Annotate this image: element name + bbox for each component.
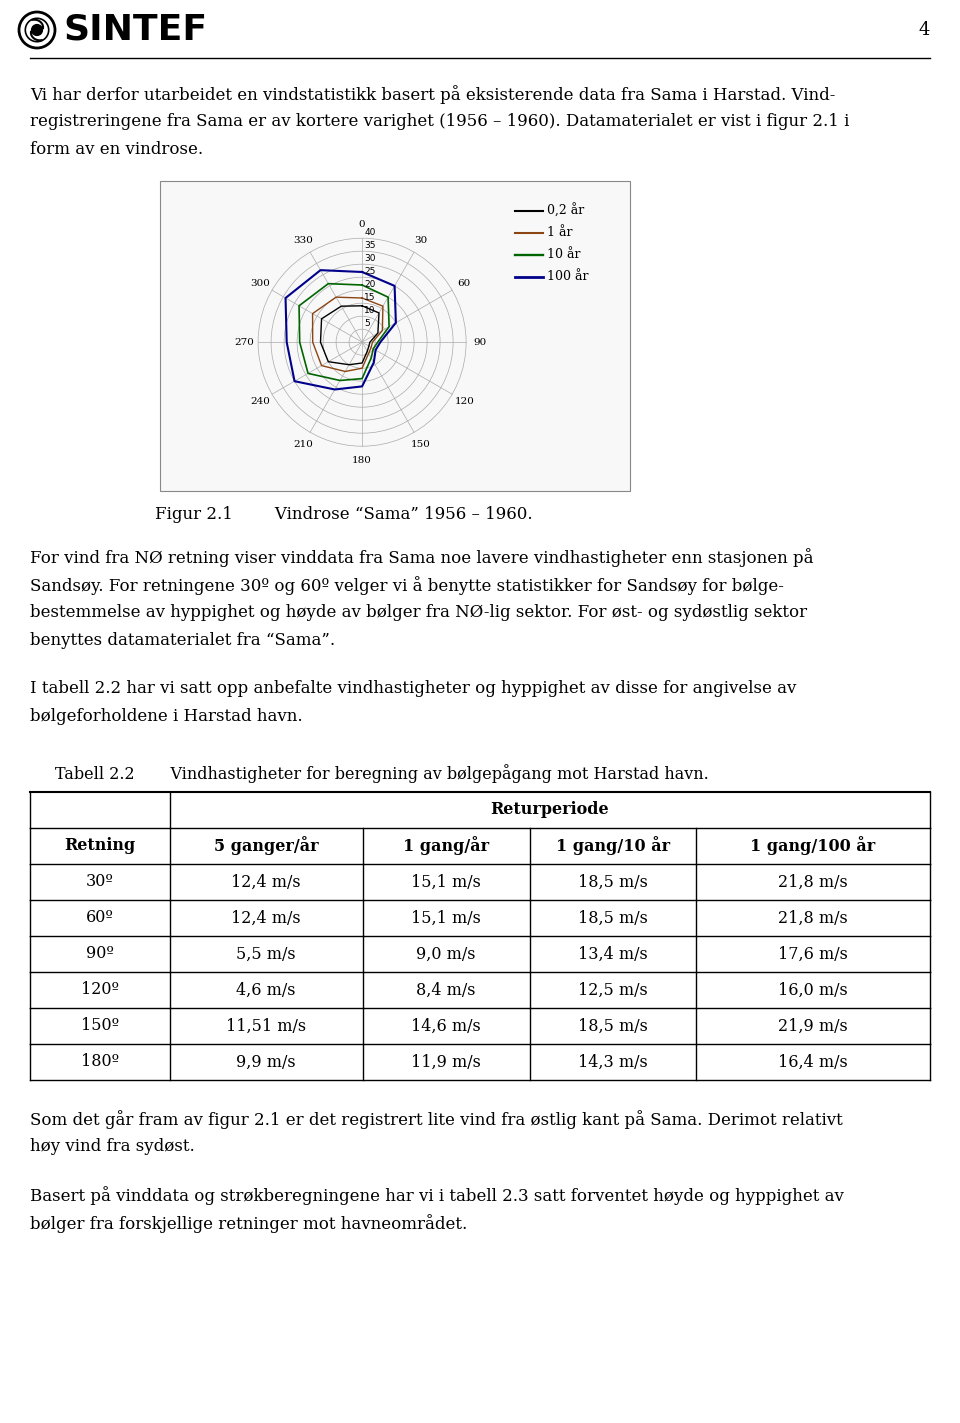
Text: 180: 180 (352, 455, 372, 465)
Text: Tabell 2.2       Vindhastigheter for beregning av bølgepågang mot Harstad havn.: Tabell 2.2 Vindhastigheter for beregning… (55, 764, 708, 783)
Bar (160, 181, 630, 491)
Text: 4: 4 (919, 21, 930, 38)
Text: 120: 120 (454, 397, 474, 406)
Text: 5,5 m/s: 5,5 m/s (236, 945, 296, 962)
Text: 0: 0 (359, 219, 366, 229)
Text: 12,5 m/s: 12,5 m/s (578, 982, 648, 999)
Bar (30, 1007, 930, 1044)
Text: 150: 150 (411, 440, 431, 448)
Text: form av en vindrose.: form av en vindrose. (30, 141, 204, 158)
Text: Vi har derfor utarbeidet en vindstatistikk basert på eksisterende data fra Sama : Vi har derfor utarbeidet en vindstatisti… (30, 85, 835, 104)
Text: 9,0 m/s: 9,0 m/s (417, 945, 476, 962)
Text: 300: 300 (250, 279, 270, 287)
Text: 21,8 m/s: 21,8 m/s (779, 874, 848, 891)
Text: 5: 5 (364, 319, 370, 329)
Text: 18,5 m/s: 18,5 m/s (578, 909, 648, 926)
Text: 240: 240 (250, 397, 270, 406)
Bar (30, 972, 930, 1007)
Text: 12,4 m/s: 12,4 m/s (231, 874, 301, 891)
Text: 25: 25 (364, 268, 375, 276)
Text: 12,4 m/s: 12,4 m/s (231, 909, 301, 926)
Text: 270: 270 (234, 337, 254, 347)
Text: 21,8 m/s: 21,8 m/s (779, 909, 848, 926)
Bar (30, 828, 930, 864)
Text: bølger fra forskjellige retninger mot havneområdet.: bølger fra forskjellige retninger mot ha… (30, 1214, 468, 1232)
Bar (30, 793, 930, 828)
Text: Retning: Retning (64, 838, 135, 854)
Text: 4,6 m/s: 4,6 m/s (236, 982, 296, 999)
Text: bølgeforholdene i Harstad havn.: bølgeforholdene i Harstad havn. (30, 709, 302, 724)
Text: registreringene fra Sama er av kortere varighet (1956 – 1960). Datamaterialet er: registreringene fra Sama er av kortere v… (30, 112, 850, 129)
Text: 180º: 180º (81, 1053, 119, 1070)
Text: høy vind fra sydøst.: høy vind fra sydøst. (30, 1138, 195, 1155)
Text: 30º: 30º (85, 874, 113, 891)
Text: 21,9 m/s: 21,9 m/s (779, 1017, 848, 1035)
Text: 1 gang/10 år: 1 gang/10 år (556, 837, 670, 855)
Text: 9,9 m/s: 9,9 m/s (236, 1053, 296, 1070)
Text: Returperiode: Returperiode (491, 801, 609, 818)
Text: 90: 90 (473, 337, 487, 347)
Text: Som det går fram av figur 2.1 er det registrert lite vind fra østlig kant på Sam: Som det går fram av figur 2.1 er det reg… (30, 1110, 843, 1128)
Text: 10 år: 10 år (547, 249, 581, 262)
Text: 13,4 m/s: 13,4 m/s (578, 945, 648, 962)
Text: 60º: 60º (85, 909, 113, 926)
Text: bestemmelse av hyppighet og høyde av bølger fra NØ-lig sektor. For øst- og sydøs: bestemmelse av hyppighet og høyde av bøl… (30, 603, 807, 620)
Bar (30, 899, 930, 936)
Bar (30, 1044, 930, 1080)
Text: 30: 30 (415, 236, 428, 245)
Text: 330: 330 (293, 236, 313, 245)
Text: 11,51 m/s: 11,51 m/s (227, 1017, 306, 1035)
Text: 15: 15 (364, 293, 375, 302)
Text: Sandsøy. For retningene 30º og 60º velger vi å benytte statistikker for Sandsøy : Sandsøy. For retningene 30º og 60º velge… (30, 576, 784, 595)
Text: 11,9 m/s: 11,9 m/s (411, 1053, 481, 1070)
Text: 14,6 m/s: 14,6 m/s (412, 1017, 481, 1035)
Circle shape (32, 24, 42, 36)
Text: 1 gang/år: 1 gang/år (403, 837, 490, 855)
Text: 30: 30 (364, 255, 375, 263)
Text: 16,0 m/s: 16,0 m/s (779, 982, 848, 999)
Text: 35: 35 (364, 242, 375, 250)
Text: 18,5 m/s: 18,5 m/s (578, 874, 648, 891)
Text: 210: 210 (293, 440, 313, 448)
Text: 18,5 m/s: 18,5 m/s (578, 1017, 648, 1035)
Text: 150º: 150º (81, 1017, 119, 1035)
Text: 20: 20 (364, 280, 375, 289)
Text: Basert på vinddata og strøkberegningene har vi i tabell 2.3 satt forventet høyde: Basert på vinddata og strøkberegningene … (30, 1185, 844, 1205)
Text: 100 år: 100 år (547, 270, 588, 283)
Bar (30, 936, 930, 972)
Text: 14,3 m/s: 14,3 m/s (578, 1053, 648, 1070)
Text: 0,2 år: 0,2 år (547, 203, 585, 218)
Bar (30, 864, 930, 899)
Text: Figur 2.1        Vindrose “Sama” 1956 – 1960.: Figur 2.1 Vindrose “Sama” 1956 – 1960. (155, 507, 533, 524)
Text: For vind fra NØ retning viser vinddata fra Sama noe lavere vindhastigheter enn s: For vind fra NØ retning viser vinddata f… (30, 548, 813, 566)
Text: 40: 40 (364, 228, 375, 238)
Text: I tabell 2.2 har vi satt opp anbefalte vindhastigheter og hyppighet av disse for: I tabell 2.2 har vi satt opp anbefalte v… (30, 680, 797, 697)
Text: 15,1 m/s: 15,1 m/s (411, 909, 481, 926)
Text: 17,6 m/s: 17,6 m/s (778, 945, 848, 962)
Text: 16,4 m/s: 16,4 m/s (779, 1053, 848, 1070)
Text: 90º: 90º (85, 945, 113, 962)
Text: 8,4 m/s: 8,4 m/s (417, 982, 476, 999)
Text: 1 gang/100 år: 1 gang/100 år (751, 837, 876, 855)
Text: 1 år: 1 år (547, 226, 572, 239)
Text: 5 ganger/år: 5 ganger/år (214, 837, 319, 855)
Text: 120º: 120º (81, 982, 119, 999)
Text: 60: 60 (458, 279, 471, 287)
Text: benyttes datamaterialet fra “Sama”.: benyttes datamaterialet fra “Sama”. (30, 632, 335, 649)
Text: SINTEF: SINTEF (63, 13, 207, 47)
Text: 10: 10 (364, 306, 375, 316)
Text: 15,1 m/s: 15,1 m/s (411, 874, 481, 891)
